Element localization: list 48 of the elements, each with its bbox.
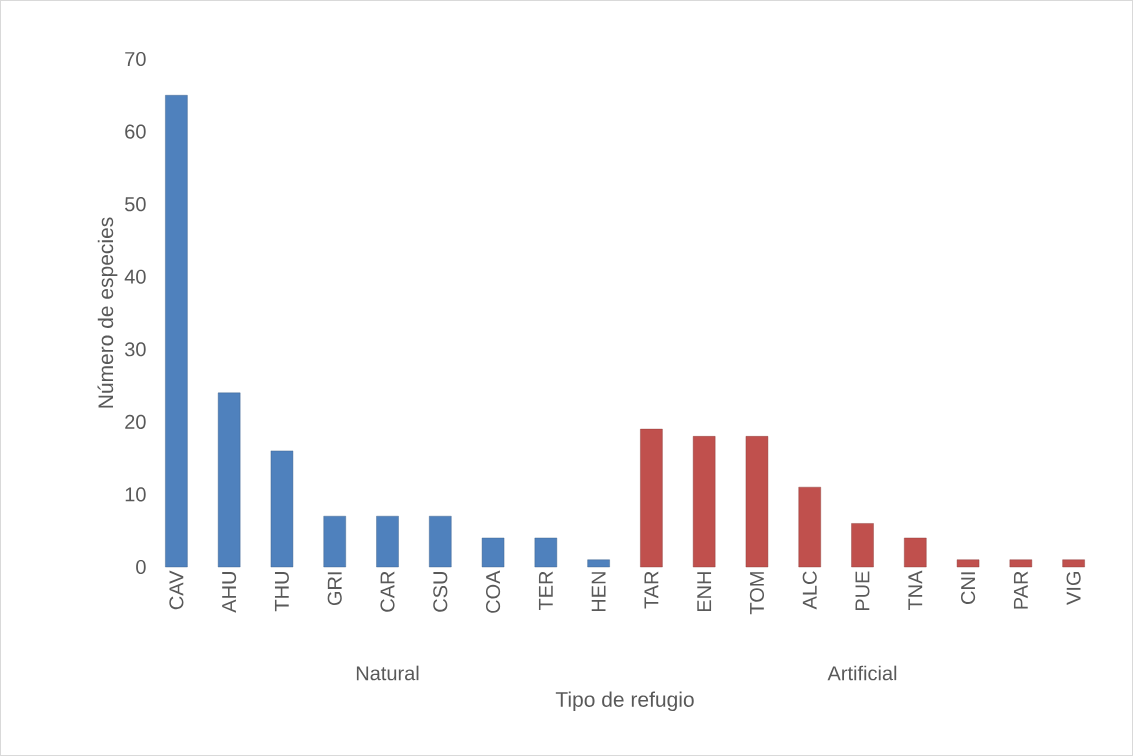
- bar: [851, 523, 874, 568]
- x-tick-label: CSU: [433, 572, 448, 612]
- x-tick-label: CAR: [380, 571, 395, 612]
- y-axis-title: Número de especies: [97, 217, 118, 408]
- bar: [165, 95, 188, 568]
- bar: [956, 559, 980, 568]
- x-tick-label: CAV: [169, 570, 184, 610]
- y-tick-label: 40: [124, 269, 146, 284]
- x-tick-label: COA: [485, 570, 501, 613]
- x-tick-label: HEN: [591, 572, 606, 612]
- x-tick-label: AHU: [222, 572, 237, 613]
- bar: [270, 450, 294, 568]
- x-axis-title: Tipo de refugio: [555, 691, 694, 712]
- x-tick-label: PAR: [1013, 571, 1028, 609]
- x-tick-label: ENH: [697, 572, 712, 612]
- bar: [745, 436, 769, 568]
- bar: [1009, 559, 1033, 568]
- x-tick-label: TOM: [749, 572, 765, 615]
- x-tick-label: TNA: [908, 570, 923, 611]
- bar: [798, 486, 821, 568]
- x-tick-label: TER: [538, 571, 553, 611]
- bar: [217, 392, 241, 568]
- x-tick-label: GRI: [327, 572, 342, 606]
- x-tick-label: VIG: [1066, 572, 1081, 605]
- x-tick-label: PUE: [855, 571, 870, 611]
- y-tick-label: 20: [125, 414, 146, 429]
- bar: [1062, 559, 1085, 568]
- bar: [376, 516, 399, 568]
- x-tick-label: THU: [274, 572, 289, 612]
- bar: [587, 559, 610, 568]
- text: Natural: [356, 665, 419, 681]
- x-tick-label: ALC: [802, 571, 817, 610]
- y-tick-label: 30: [124, 342, 146, 357]
- bar: [534, 537, 558, 568]
- bar: [481, 537, 505, 568]
- y-tick-label: 60: [125, 124, 146, 139]
- y-tick-label: 10: [125, 487, 146, 502]
- y-tick-label: 0: [136, 559, 146, 575]
- bar: [904, 537, 927, 568]
- x-tick-label: CNI: [960, 572, 976, 604]
- y-tick-label: 70: [125, 51, 146, 67]
- text: Artificial: [827, 665, 897, 681]
- y-tick-label: 50: [125, 197, 146, 212]
- bar: [640, 428, 663, 568]
- bar: [429, 516, 452, 568]
- x-tick-label: TAR: [644, 571, 659, 609]
- bar: [692, 436, 716, 568]
- bar: [323, 516, 346, 568]
